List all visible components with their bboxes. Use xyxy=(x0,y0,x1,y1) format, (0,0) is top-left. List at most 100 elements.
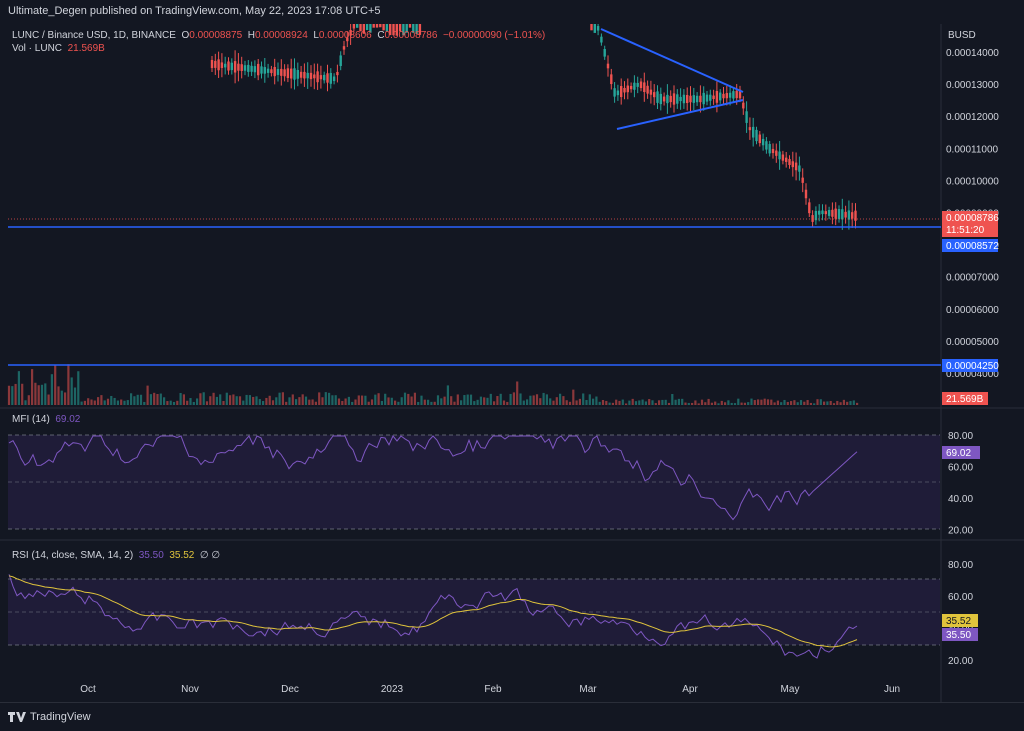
last-price-text: 0.00008786 xyxy=(946,213,999,224)
volume-bar xyxy=(288,397,291,405)
volume-bar xyxy=(641,399,644,405)
candle-body xyxy=(379,24,382,28)
volume-bar xyxy=(262,401,265,405)
candle-body xyxy=(758,134,761,144)
volume-bar xyxy=(790,401,793,405)
rsi-tick-label: 20.00 xyxy=(948,656,973,667)
candle-body xyxy=(309,72,313,80)
volume-bar xyxy=(311,399,314,405)
main-legend[interactable]: LUNC / Binance USD, 1D, BINANCE O0.00008… xyxy=(12,30,545,41)
candle-body xyxy=(293,68,296,80)
volume-bar xyxy=(796,402,799,405)
volume-bar xyxy=(318,392,321,405)
candle-body xyxy=(392,24,395,36)
candle-body xyxy=(752,126,755,138)
candle-body xyxy=(709,94,712,101)
volume-bar xyxy=(681,398,684,405)
volume-bar xyxy=(179,392,182,405)
volume-bar xyxy=(255,396,258,405)
volume-bar xyxy=(73,387,77,405)
volume-bar xyxy=(463,395,466,405)
candle-body xyxy=(299,71,303,78)
volume-bar xyxy=(763,398,766,405)
volume-bar xyxy=(377,393,380,405)
volume-bar xyxy=(337,398,341,405)
volume-bar xyxy=(770,399,773,405)
volume-bar xyxy=(252,396,255,405)
volume-bar xyxy=(123,400,126,405)
time-tick-label: Jun xyxy=(884,684,900,695)
volume-bar xyxy=(436,395,440,405)
volume-bar xyxy=(341,400,344,405)
volume-bar xyxy=(667,402,671,405)
candle-body xyxy=(791,161,794,168)
candle-body xyxy=(785,157,788,162)
volume-bar xyxy=(90,399,93,405)
volume-bar xyxy=(473,401,476,405)
volume-bar xyxy=(159,393,162,405)
chart-canvas[interactable]: BUSD 0.00014000 0.00013000 0.00012000 0.000… xyxy=(0,24,1024,702)
volume-bar xyxy=(592,398,595,405)
candle-body xyxy=(214,60,217,68)
volume-bar xyxy=(806,400,809,405)
volume-bar xyxy=(539,398,542,405)
volume-bar xyxy=(186,400,189,405)
volume-bar xyxy=(634,401,638,405)
price-tick-label: 0.00014000 xyxy=(946,48,999,59)
candle-body xyxy=(692,95,695,103)
candle-body xyxy=(649,89,653,95)
volume-bar xyxy=(54,365,57,405)
mfi-axis: 80.00 60.00 40.00 20.00 xyxy=(948,431,973,537)
volume-bar xyxy=(291,394,294,405)
mfi-legend[interactable]: MFI (14) 69.02 xyxy=(12,414,80,425)
volume-bar xyxy=(595,396,598,405)
volume-bar xyxy=(516,381,519,405)
mfi-tick-label: 60.00 xyxy=(948,463,973,474)
tradingview-logo[interactable]: TradingView xyxy=(8,711,91,723)
volume-bar xyxy=(509,393,512,405)
volume-legend[interactable]: Vol · LUNC 21.569B xyxy=(12,43,105,54)
volume-bar xyxy=(730,402,733,405)
candle-body xyxy=(253,66,257,73)
volume-bar xyxy=(219,394,222,405)
triangle-lower-trendline[interactable] xyxy=(616,99,744,130)
candle-body xyxy=(702,92,705,105)
volume-bar xyxy=(394,400,397,405)
candle-body xyxy=(412,24,415,33)
volume-bar xyxy=(826,401,829,405)
volume-bar xyxy=(552,400,555,405)
mfi-tick-label: 40.00 xyxy=(948,494,973,505)
candle-body xyxy=(633,82,636,90)
triangle-upper-trendline[interactable] xyxy=(600,28,744,93)
candle-body xyxy=(748,127,752,131)
volume-bar xyxy=(245,394,248,405)
volume-bar xyxy=(139,394,143,405)
volume-bar xyxy=(691,402,694,405)
volume-bar xyxy=(700,399,704,405)
candle-body xyxy=(854,210,857,221)
volume-bar xyxy=(809,402,812,405)
volume-bar xyxy=(265,397,268,405)
volume-bar xyxy=(344,398,347,405)
candle-body xyxy=(247,64,250,72)
candle-body xyxy=(349,29,352,36)
volume-bar xyxy=(611,402,614,405)
volume-bar xyxy=(433,401,436,405)
high-value: 0.00008924 xyxy=(254,30,308,41)
volume-bar xyxy=(354,399,357,405)
volume-bar xyxy=(651,400,654,405)
volume-bar xyxy=(153,392,156,405)
candle-body xyxy=(316,71,319,83)
volume-bar xyxy=(189,398,192,405)
candle-body xyxy=(389,24,392,36)
candle-body xyxy=(296,69,299,79)
volume-bar xyxy=(559,393,562,405)
candle-body xyxy=(643,82,646,93)
volume-bar xyxy=(364,395,367,405)
volume-bar xyxy=(331,395,334,405)
volume-bar xyxy=(852,400,855,405)
rsi-legend[interactable]: RSI (14, close, SMA, 14, 2) 35.50 35.52 … xyxy=(12,550,220,561)
rsi-sma-tag-text: 35.52 xyxy=(946,616,971,627)
candle-body xyxy=(352,24,356,29)
